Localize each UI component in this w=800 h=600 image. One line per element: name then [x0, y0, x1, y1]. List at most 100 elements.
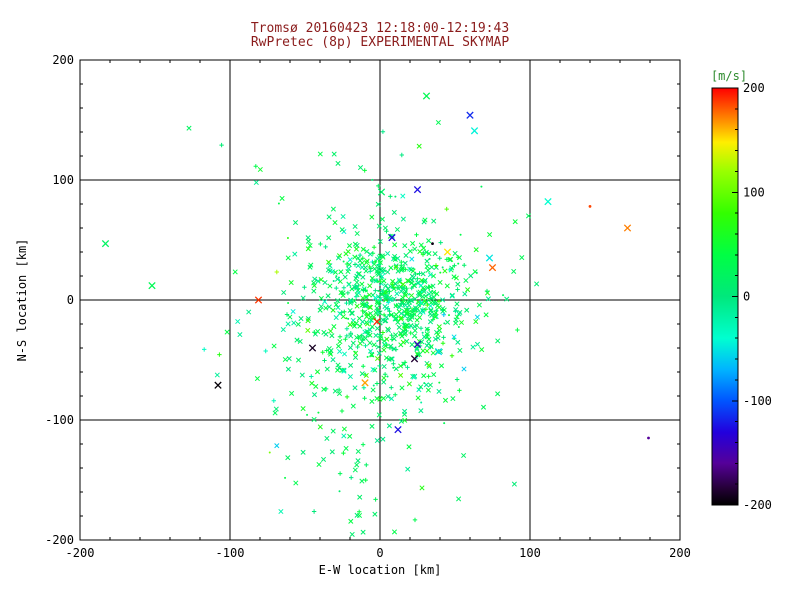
scatter-point [426, 362, 432, 368]
scatter-point [463, 277, 469, 284]
scatter-point [502, 294, 505, 297]
y-tick-label: -200 [45, 533, 74, 547]
scatter-point [367, 283, 373, 289]
scatter-point [425, 327, 430, 332]
x-tick-label: 100 [519, 546, 541, 560]
scatter-point [347, 345, 354, 351]
scatter-point [390, 278, 396, 284]
scatter-point [381, 267, 387, 273]
scatter-point [380, 330, 386, 335]
scatter-point [331, 324, 337, 330]
scatter-point [376, 183, 381, 189]
scatter-point [363, 477, 368, 483]
scatter-point [390, 282, 395, 287]
scatter-point [462, 291, 468, 297]
scatter-point [348, 300, 354, 306]
scatter-point [285, 366, 291, 372]
scatter-point [360, 288, 363, 291]
scatter-point [344, 300, 349, 306]
scatter-point [427, 272, 433, 278]
scatter-point [406, 381, 412, 387]
scatter-point [392, 366, 395, 369]
scatter-point [354, 273, 360, 279]
scatter-point [484, 288, 490, 294]
scatter-point [357, 165, 364, 171]
scatter-point [424, 334, 430, 340]
scatter-point [450, 396, 456, 402]
scatter-point [341, 426, 347, 432]
scatter-point [274, 443, 280, 449]
scatter-point [419, 339, 425, 345]
scatter-point [342, 309, 347, 314]
scatter-point [380, 254, 386, 260]
scatter-point [348, 333, 354, 339]
scatter-point [374, 268, 380, 274]
scatter-point [429, 264, 435, 270]
scatter-point [473, 247, 479, 253]
scatter-point [279, 195, 285, 201]
scatter-point [352, 354, 359, 360]
scatter-point [317, 151, 323, 157]
scatter-point [369, 423, 375, 429]
scatter-point [336, 365, 342, 371]
scatter-point [436, 388, 442, 394]
scatter-point [432, 336, 439, 342]
scatter-point [320, 456, 327, 462]
scatter-point [341, 450, 346, 456]
scatter-point [412, 517, 418, 523]
scatter-point [214, 381, 222, 389]
scatter-point [381, 312, 387, 318]
scatter-point [302, 285, 307, 290]
scatter-point [356, 336, 361, 341]
scatter-point [291, 320, 297, 326]
scatter-point [333, 302, 339, 308]
scatter-point [457, 326, 460, 329]
scatter-point [352, 254, 358, 260]
scatter-point [373, 317, 381, 326]
scatter-point [361, 315, 364, 318]
scatter-point [368, 314, 374, 321]
scatter-point [335, 160, 341, 166]
scatter-point [355, 458, 361, 464]
scatter-point [424, 263, 430, 269]
scatter-point [400, 216, 406, 222]
scatter-point [335, 362, 341, 368]
scatter-point [381, 347, 387, 353]
scatter-point [328, 328, 334, 334]
scatter-point [381, 278, 387, 284]
scatter-point [343, 445, 349, 451]
scatter-point [391, 209, 397, 215]
scatter-point [441, 335, 446, 340]
scatter-point [350, 340, 356, 346]
scatter-point [344, 326, 350, 331]
scatter-point [398, 363, 404, 369]
scatter-point [320, 350, 325, 355]
scatter-point [322, 299, 328, 305]
scatter-point [361, 379, 369, 387]
scatter-point [451, 334, 457, 340]
scatter-point [416, 143, 422, 149]
scatter-point [447, 257, 453, 263]
scatter-point [425, 302, 430, 308]
scatter-point [464, 307, 470, 313]
scatter-point [366, 292, 372, 298]
scatter-point [352, 385, 358, 391]
scatter-point [421, 298, 428, 304]
scatter-point [433, 263, 439, 268]
scatter-point [388, 265, 394, 271]
scatter-point [318, 241, 323, 247]
scatter-point [409, 342, 415, 348]
scatter-point [314, 369, 321, 375]
scatter-point [360, 246, 366, 252]
scatter-point [399, 263, 404, 268]
scatter-point [432, 301, 438, 307]
scatter-point [438, 381, 441, 384]
scatter-point [407, 248, 413, 254]
scatter-point [371, 245, 377, 250]
y-tick-label: 200 [52, 53, 74, 67]
scatter-point [444, 206, 449, 212]
scatter-point [369, 324, 375, 330]
scatter-point [300, 406, 306, 412]
scatter-point [399, 301, 404, 306]
